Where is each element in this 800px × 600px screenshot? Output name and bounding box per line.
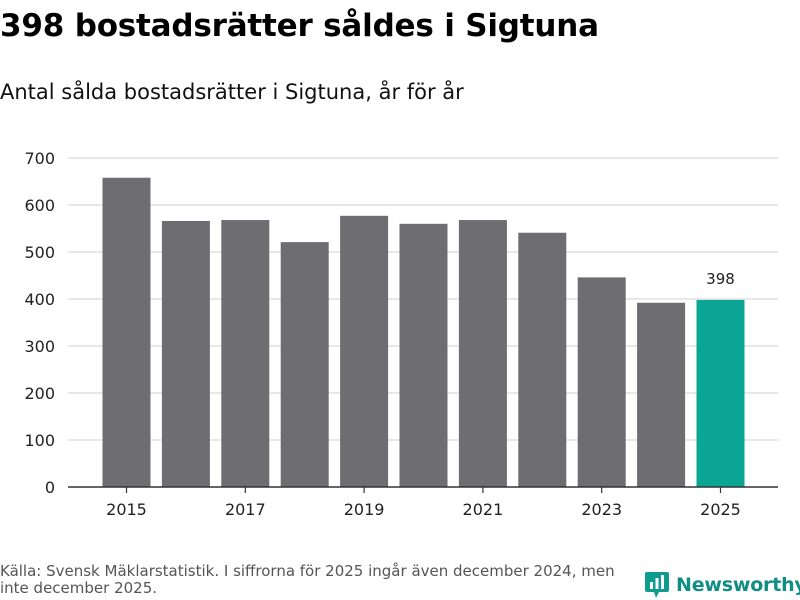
- bar-chart: 0 100 200 300 400 500 600 700 398 2015 2017 2019 202…: [24, 149, 778, 519]
- x-tick-label: 2015: [106, 500, 147, 519]
- bar-2018: [280, 242, 329, 487]
- y-tick-label: 700: [24, 149, 55, 168]
- bar-2025: [696, 299, 745, 487]
- bar-2020: [399, 223, 448, 488]
- bar-2024: [637, 302, 686, 487]
- data-label: 398: [706, 270, 735, 288]
- bar-2017: [221, 220, 270, 488]
- x-tick-label: 2021: [463, 500, 504, 519]
- x-tick-label: 2023: [581, 500, 622, 519]
- y-tick-label: 600: [24, 196, 55, 215]
- x-tick-label: 2025: [700, 500, 741, 519]
- y-tick-label: 200: [24, 384, 55, 403]
- y-tick-label: 100: [24, 431, 55, 450]
- bar-2019: [340, 215, 389, 487]
- chart-subtitle: Antal sålda bostadsrätter i Sigtuna, år …: [0, 80, 464, 104]
- y-tick-label: 300: [24, 337, 55, 356]
- chart-title: 398 bostadsrätter såldes i Sigtuna: [0, 8, 599, 44]
- y-tick-label: 400: [24, 290, 55, 309]
- bar-2023: [577, 277, 626, 487]
- x-tick-label: 2019: [344, 500, 385, 519]
- bar-2015: [102, 177, 151, 488]
- y-tick-label: 0: [45, 478, 55, 497]
- bar-2022: [518, 232, 567, 487]
- bar-chart-speech-bubble-icon: [645, 572, 669, 598]
- x-tick-label: 2017: [225, 500, 266, 519]
- y-tick-label: 500: [24, 243, 55, 262]
- bar-2021: [458, 220, 507, 488]
- brand-name: Newsworthy: [676, 574, 800, 596]
- bar-2016: [161, 220, 210, 488]
- newsworthy-logo[interactable]: Newsworthy: [644, 570, 800, 600]
- source-note: Källa: Svensk Mäklarstatistik. I siffror…: [0, 562, 615, 597]
